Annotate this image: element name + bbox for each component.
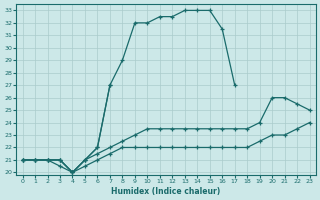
X-axis label: Humidex (Indice chaleur): Humidex (Indice chaleur)	[111, 187, 221, 196]
